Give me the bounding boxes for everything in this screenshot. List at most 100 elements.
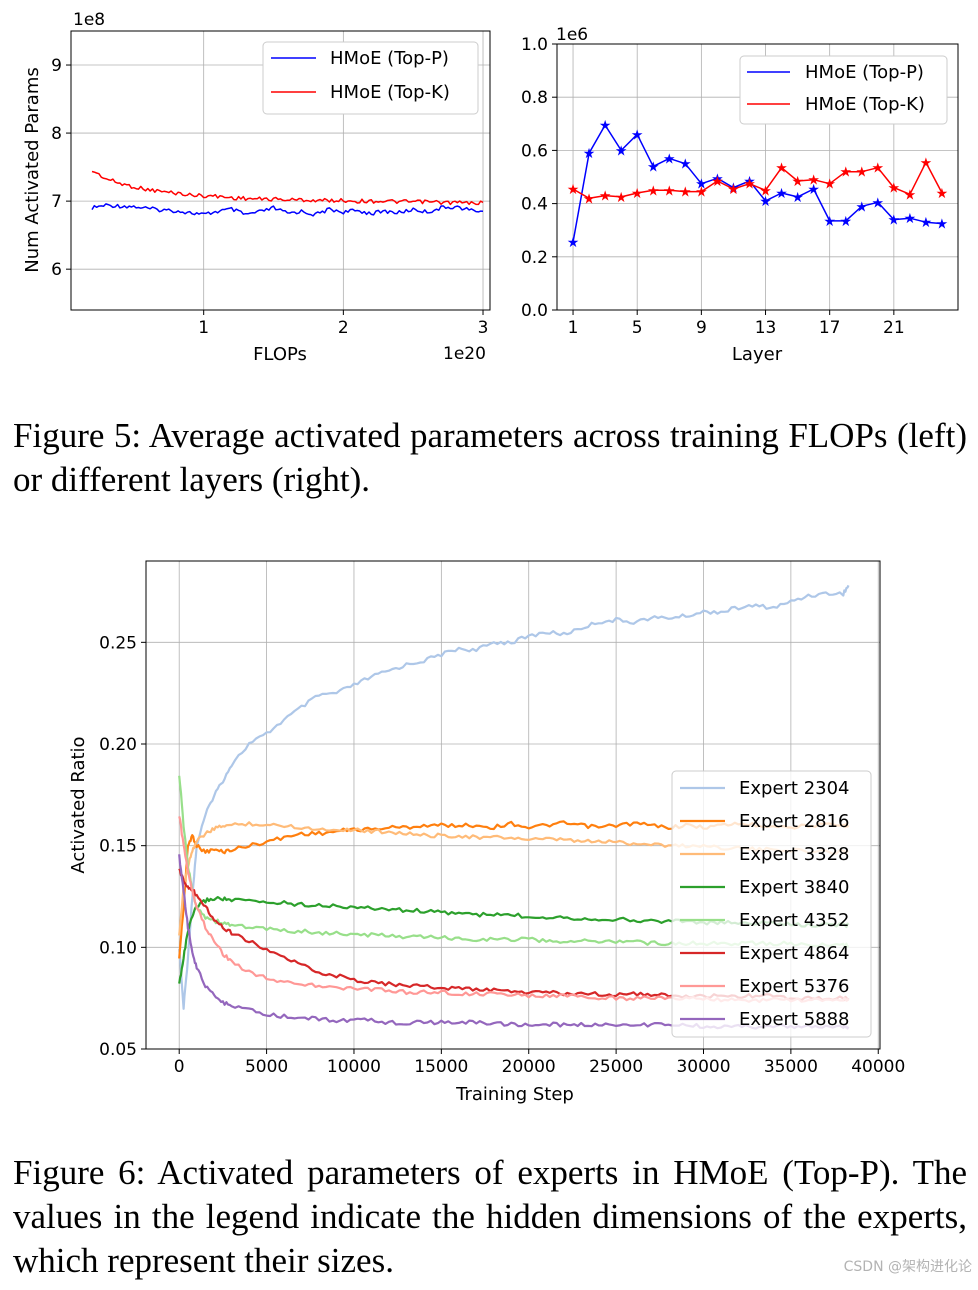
chart1-legend-topk: HMoE (Top-K) — [330, 82, 450, 103]
x-tick-label: 5000 — [245, 1057, 288, 1077]
y-tick-label: 8 — [51, 124, 62, 144]
data-point-marker: ★ — [904, 187, 917, 203]
data-point-marker: ★ — [872, 195, 885, 211]
data-point-marker: ★ — [775, 161, 788, 177]
watermark: CSDN @架构进化论 — [843, 1259, 972, 1275]
data-point-marker: ★ — [807, 182, 820, 198]
chart2-legend: HMoE (Top-P) HMoE (Top-K) — [739, 55, 948, 125]
x-tick-label: 21 — [883, 318, 905, 338]
series-line — [572, 161, 943, 200]
x-tick-label: 9 — [696, 318, 707, 338]
x-tick-label: 30000 — [676, 1057, 730, 1077]
x-tick-label: 35000 — [764, 1057, 818, 1077]
chart1-frame — [70, 30, 491, 311]
x-tick-label: 25000 — [589, 1057, 643, 1077]
x-tick-label: 15000 — [414, 1057, 468, 1077]
data-point-marker: ★ — [663, 183, 676, 199]
chart1-xlabel: FLOPs — [253, 344, 307, 365]
chart3-legend-label: Expert 2816 — [739, 811, 850, 832]
data-point-marker: ★ — [791, 174, 804, 190]
series-line — [91, 203, 484, 217]
chart3-legend-label: Expert 5888 — [739, 1009, 850, 1030]
data-point-marker: ★ — [583, 146, 596, 162]
data-point-marker: ★ — [743, 177, 756, 193]
data-point-marker: ★ — [823, 177, 836, 193]
data-point-marker: ★ — [904, 211, 917, 227]
data-point-marker: ★ — [743, 174, 756, 190]
x-tick-label: 13 — [755, 318, 777, 338]
data-point-marker: ★ — [679, 157, 692, 173]
data-point-marker: ★ — [615, 190, 628, 206]
chart1-y-offset-label: 1e8 — [73, 10, 105, 30]
chart3-xlabel: Training Step — [455, 1084, 574, 1105]
data-point-marker: ★ — [855, 199, 868, 215]
chart3-legend-label: Expert 4864 — [739, 943, 850, 964]
y-tick-label: 7 — [51, 192, 62, 212]
y-tick-label: 1.0 — [521, 35, 548, 55]
x-tick-label: 20000 — [502, 1057, 556, 1077]
data-point-marker: ★ — [711, 174, 724, 190]
x-tick-label: 3 — [478, 318, 489, 338]
x-tick-label: 1 — [568, 318, 579, 338]
chart3-frame — [145, 560, 881, 1050]
data-point-marker: ★ — [888, 213, 901, 229]
figure6-caption: Figure 6: Activated parameters of expert… — [13, 1153, 967, 1280]
x-tick-label: 10000 — [327, 1057, 381, 1077]
figure5-caption: Figure 5: Average activated parameters a… — [13, 416, 967, 499]
data-point-marker: ★ — [631, 186, 644, 202]
data-point-marker: ★ — [823, 214, 836, 230]
x-tick-label: 1 — [198, 318, 209, 338]
data-point-marker: ★ — [567, 235, 580, 251]
data-point-marker: ★ — [936, 186, 949, 202]
chart1-legend: HMoE (Top-P) HMoE (Top-K) — [262, 41, 479, 115]
data-point-marker: ★ — [936, 217, 949, 233]
data-point-marker: ★ — [775, 186, 788, 202]
y-tick-label: 6 — [51, 260, 62, 280]
chart2-legend-topk: HMoE (Top-K) — [805, 94, 925, 115]
chart3-ylabel: Activated Ratio — [68, 736, 89, 873]
y-tick-label: 0.4 — [521, 195, 548, 215]
y-tick-label: 0.6 — [521, 141, 548, 161]
chart2-legend-box — [739, 55, 948, 125]
data-point-marker: ★ — [920, 215, 933, 231]
data-point-marker: ★ — [567, 182, 580, 198]
data-point-marker: ★ — [599, 118, 612, 134]
series-line — [91, 170, 484, 206]
data-point-marker: ★ — [647, 183, 660, 199]
x-tick-label: 40000 — [851, 1057, 905, 1077]
data-point-marker: ★ — [631, 127, 644, 143]
data-point-marker: ★ — [791, 190, 804, 206]
y-tick-label: 0.25 — [99, 633, 137, 653]
data-point-marker: ★ — [695, 185, 708, 201]
chart1-ylabel: Num Activated Params — [22, 67, 43, 272]
data-point-marker: ★ — [583, 191, 596, 207]
y-tick-label: 9 — [51, 56, 62, 76]
data-point-marker: ★ — [759, 194, 772, 210]
chart-layer-params: 1 5 9 13 17 210.00.20.40.60.81.0 ★★★★★★ ★ ★★ ★★ ★… — [521, 25, 959, 365]
chart1-legend-box — [262, 41, 479, 115]
y-tick-label: 0.0 — [521, 301, 548, 321]
data-point-marker: ★ — [599, 189, 612, 205]
data-point-marker: ★ — [759, 183, 772, 199]
chart1-x-offset-label: 1e20 — [443, 344, 486, 364]
data-point-marker: ★ — [679, 185, 692, 201]
data-point-marker: ★ — [872, 161, 885, 177]
chart3-legend: Expert 2304 Expert 2816 Expert 3328 Expert … — [671, 770, 872, 1038]
chart3-legend-label: Expert 5376 — [739, 976, 850, 997]
data-point-marker: ★ — [839, 214, 852, 230]
chart-flops-params: 1 2 3 6 7 8 9 1e8 1e20 FLOPs Num Activated Par… — [22, 10, 491, 365]
chart1-legend-topp: HMoE (Top-P) — [330, 48, 449, 69]
chart2-y-offset-label: 1e6 — [556, 25, 588, 45]
chart2-legend-topp: HMoE (Top-P) — [805, 62, 924, 83]
series-line — [572, 124, 943, 243]
data-point-marker: ★ — [615, 143, 628, 159]
series-line — [178, 584, 850, 1010]
chart3-legend-label: Expert 3840 — [739, 877, 850, 898]
chart-expert-ratio: 0 5000 10000 15000 20000 25000 30000 35000 40000… — [68, 560, 905, 1105]
x-tick-label: 0 — [174, 1057, 185, 1077]
chart2-xlabel: Layer — [732, 344, 783, 365]
y-tick-label: 0.8 — [521, 88, 548, 108]
data-point-marker: ★ — [727, 182, 740, 198]
x-tick-label: 5 — [632, 318, 643, 338]
